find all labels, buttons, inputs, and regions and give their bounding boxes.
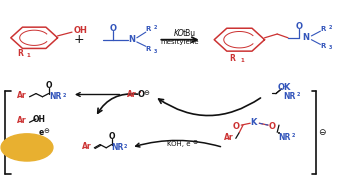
Text: OK: OK (278, 83, 291, 92)
Text: 2: 2 (329, 26, 332, 30)
Text: Ar: Ar (17, 91, 26, 100)
Text: NR: NR (111, 143, 123, 152)
Text: 1: 1 (240, 58, 244, 63)
Text: R: R (145, 26, 150, 32)
Text: NR: NR (284, 92, 296, 101)
Text: ⊖: ⊖ (193, 140, 198, 145)
Text: +: + (74, 33, 85, 46)
Text: O: O (110, 24, 117, 33)
Text: O: O (108, 132, 115, 141)
Text: Ar: Ar (224, 132, 233, 142)
Text: KOH, e: KOH, e (167, 141, 191, 147)
Text: R: R (321, 26, 326, 32)
Text: K: K (251, 118, 257, 127)
Text: R: R (321, 43, 326, 49)
Text: O: O (232, 122, 239, 131)
Text: 2: 2 (297, 92, 300, 97)
Text: O: O (268, 122, 275, 131)
Text: 2: 2 (63, 93, 67, 98)
Text: 2: 2 (124, 144, 127, 149)
Text: O: O (45, 81, 52, 90)
Text: mesitylene: mesitylene (161, 39, 199, 45)
Text: NR: NR (50, 92, 62, 101)
Text: O: O (295, 22, 302, 31)
Text: PICK: PICK (18, 140, 36, 146)
Text: R: R (145, 46, 150, 52)
Text: OH: OH (74, 26, 88, 35)
Text: Ar: Ar (17, 116, 26, 125)
Text: •: • (277, 131, 281, 137)
Text: •: • (138, 90, 142, 96)
Text: R: R (229, 54, 235, 63)
Text: R: R (17, 49, 23, 58)
Text: Ar: Ar (127, 90, 136, 99)
Text: N: N (128, 35, 135, 44)
Text: NR: NR (278, 132, 291, 142)
Text: 3: 3 (329, 45, 332, 50)
Text: e: e (39, 128, 44, 137)
Text: ⊖: ⊖ (144, 90, 149, 96)
Text: KO: KO (174, 29, 185, 38)
Text: OF THE: OF THE (15, 145, 39, 150)
Circle shape (1, 134, 53, 161)
Text: Ar: Ar (82, 142, 91, 151)
Text: O: O (138, 90, 145, 99)
Text: 2: 2 (291, 133, 295, 138)
Text: WEEK: WEEK (16, 149, 38, 155)
Text: ⊖: ⊖ (44, 128, 50, 134)
Text: OH: OH (32, 115, 45, 124)
Text: 1: 1 (27, 53, 31, 58)
Text: ⊖: ⊖ (318, 128, 325, 137)
Text: 3: 3 (154, 49, 157, 53)
Text: N: N (302, 33, 310, 42)
Text: tBu: tBu (183, 29, 195, 38)
Text: 2: 2 (154, 25, 157, 30)
